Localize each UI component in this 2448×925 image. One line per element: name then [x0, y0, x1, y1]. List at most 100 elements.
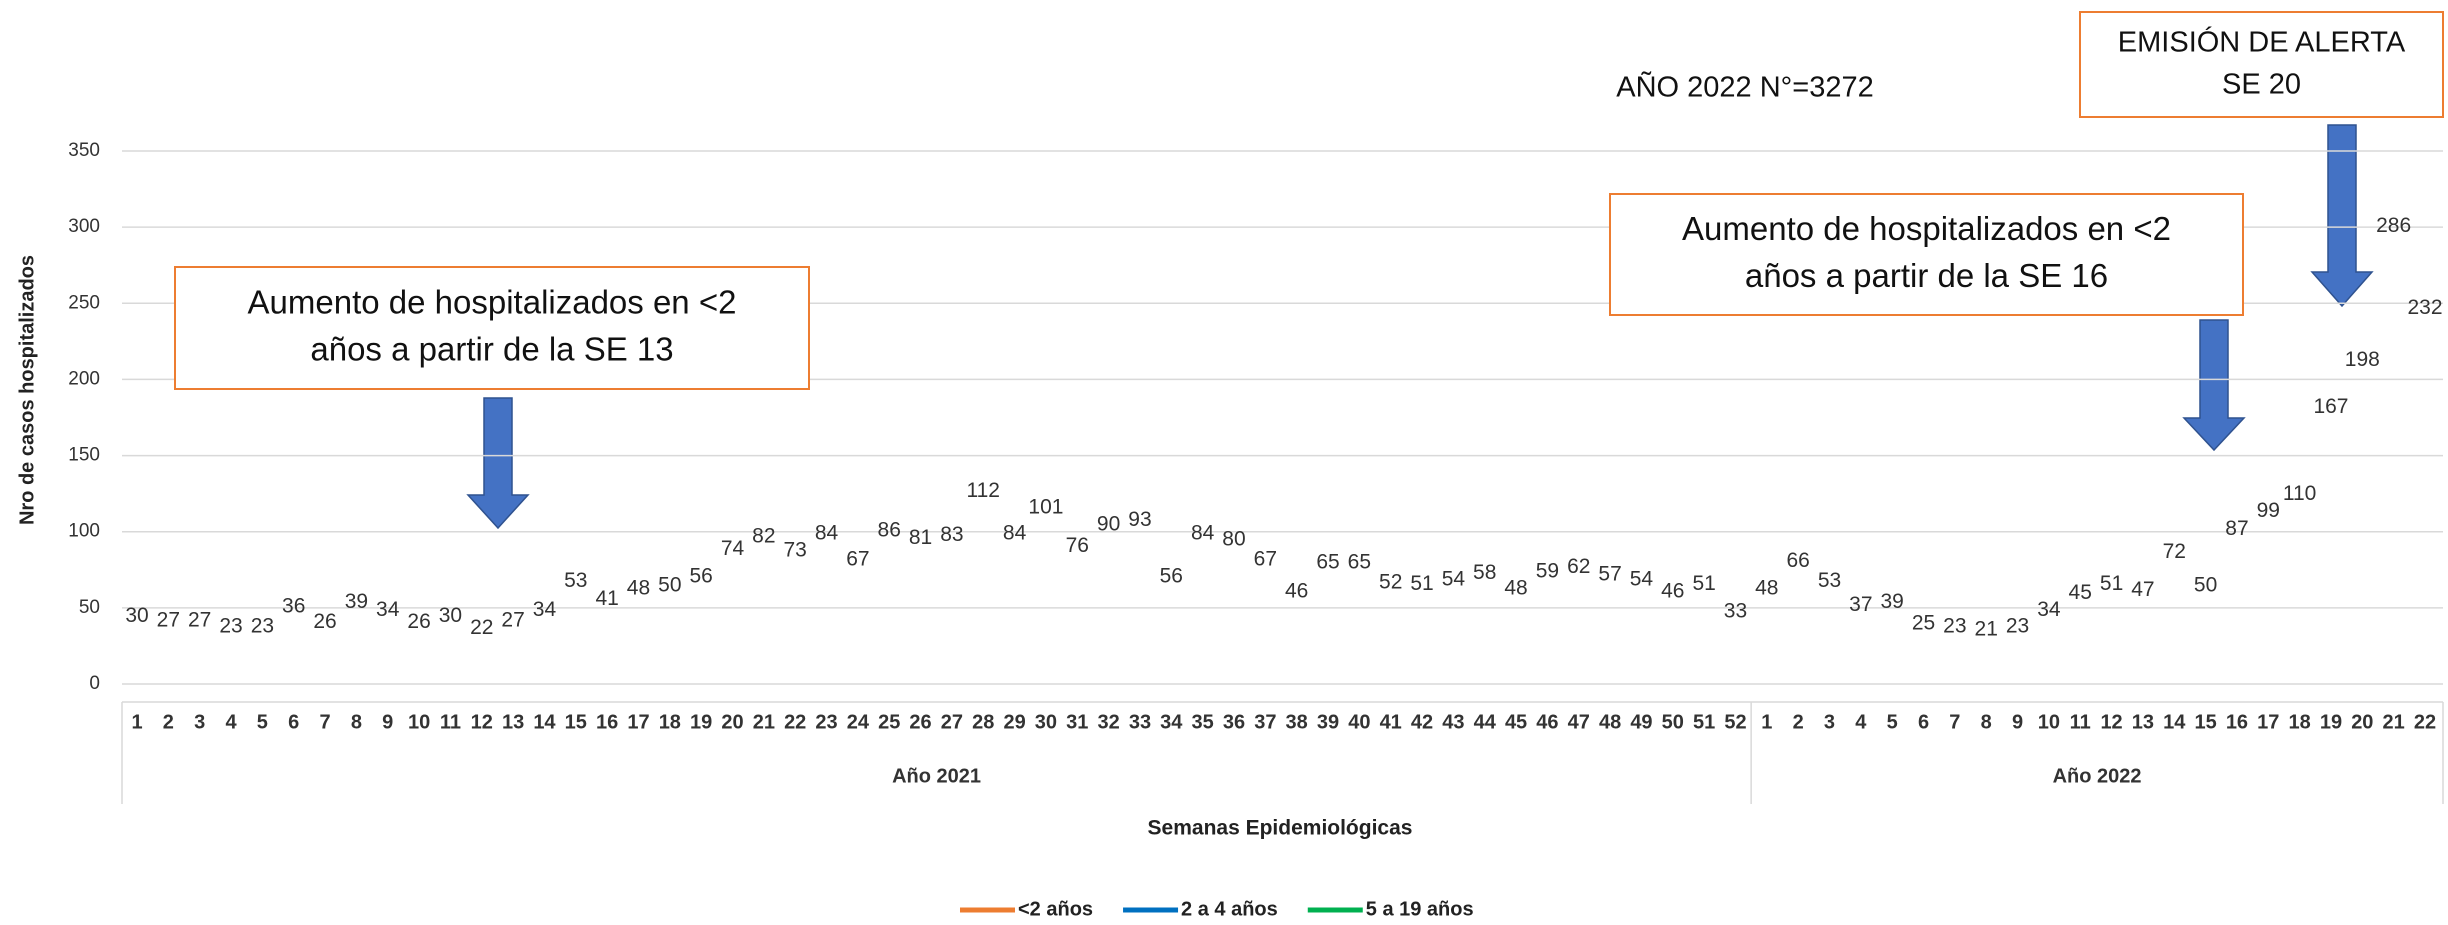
x-tick-label: 3: [194, 711, 205, 733]
data-label: 90: [1097, 512, 1120, 535]
x-tick-label: 13: [502, 711, 524, 733]
y-tick-label: 350: [68, 140, 100, 161]
annotation-box: [1609, 193, 2244, 316]
x-tick-label: 34: [1160, 711, 1183, 733]
data-label: 73: [784, 538, 807, 561]
x-tick-label: 50: [1662, 711, 1684, 733]
x-tick-label: 5: [1887, 711, 1898, 733]
x-tick-label: 12: [2100, 711, 2122, 733]
data-label: 50: [658, 573, 681, 596]
data-label: 86: [878, 519, 901, 542]
legend-label: <2 años: [1018, 898, 1093, 920]
x-tick-label: 26: [909, 711, 931, 733]
data-label: 65: [1316, 551, 1339, 574]
data-label: 27: [501, 608, 524, 631]
x-tick-label: 37: [1254, 711, 1276, 733]
x-tick-label: 32: [1097, 711, 1119, 733]
x-tick-label: 43: [1442, 711, 1464, 733]
x-tick-label: 13: [2132, 711, 2154, 733]
x-tick-label: 5: [257, 711, 268, 733]
x-tick-label: 42: [1411, 711, 1433, 733]
y-tick-label: 200: [68, 368, 100, 389]
data-label: 33: [1724, 599, 1747, 622]
note: AÑO 2022 N°=3272: [1616, 70, 1873, 104]
x-tick-label: 20: [2351, 711, 2373, 733]
x-tick-label: 28: [972, 711, 994, 733]
y-tick-label: 0: [89, 673, 100, 694]
data-label: 48: [1755, 576, 1778, 599]
data-label: 58: [1473, 561, 1496, 584]
data-label: 52: [1379, 570, 1402, 593]
x-tick-label: 18: [659, 711, 681, 733]
data-label: 50: [2194, 573, 2217, 596]
data-label: 56: [1160, 564, 1183, 587]
data-label: 45: [2069, 581, 2092, 604]
data-label: 34: [376, 598, 400, 621]
annotation-box: [2079, 11, 2444, 118]
x-tick-label: 31: [1066, 711, 1088, 733]
data-label: 37: [1849, 593, 1872, 616]
data-label: 25: [1912, 611, 1935, 634]
x-tick-label: 9: [382, 711, 393, 733]
data-label: 26: [313, 610, 336, 633]
data-label: 101: [1028, 496, 1063, 519]
x-tick-label: 22: [784, 711, 806, 733]
data-label: 34: [2037, 598, 2061, 621]
data-label: 62: [1567, 555, 1590, 578]
data-label: 46: [1285, 579, 1308, 602]
data-label: 51: [1410, 572, 1433, 595]
data-label: 27: [188, 608, 211, 631]
data-label: 65: [1348, 551, 1371, 574]
x-tick-label: 40: [1348, 711, 1370, 733]
data-label: 81: [909, 526, 932, 549]
arrow: [2182, 319, 2246, 452]
x-tick-label: 23: [815, 711, 837, 733]
data-label: 67: [1254, 548, 1277, 571]
data-label: 51: [2100, 572, 2123, 595]
x-tick-label: 4: [225, 711, 237, 733]
x-tick-label: 45: [1505, 711, 1527, 733]
x-group-label: Año 2021: [892, 765, 981, 787]
x-axis-label: Semanas Epidemiológicas: [1148, 817, 1413, 840]
x-tick-label: 18: [2289, 711, 2311, 733]
data-label: 82: [752, 525, 775, 548]
x-tick-label: 19: [690, 711, 712, 733]
y-tick-label: 50: [79, 597, 100, 618]
data-label: 57: [1598, 563, 1621, 586]
x-tick-label: 17: [2257, 711, 2279, 733]
data-label: 87: [2225, 517, 2248, 540]
x-tick-label: 35: [1192, 711, 1214, 733]
x-tick-label: 7: [319, 711, 330, 733]
data-label: 54: [1442, 567, 1466, 590]
x-tick-label: 38: [1286, 711, 1308, 733]
x-tick-label: 6: [1918, 711, 1929, 733]
data-label: 93: [1128, 508, 1151, 531]
data-label: 56: [689, 564, 712, 587]
data-label: 48: [1504, 576, 1527, 599]
x-tick-label: 17: [627, 711, 649, 733]
x-tick-label: 16: [2226, 711, 2248, 733]
y-tick-label: 150: [68, 445, 100, 466]
data-label: 59: [1536, 560, 1559, 583]
data-label: 36: [282, 595, 305, 618]
x-tick-label: 11: [440, 711, 461, 733]
data-label: 232: [2407, 296, 2442, 319]
x-tick-label: 44: [1474, 711, 1497, 733]
data-label: 39: [345, 590, 368, 613]
data-label: 39: [1880, 590, 1903, 613]
data-label: 54: [1630, 567, 1654, 590]
data-label: 23: [219, 615, 242, 638]
data-label: 27: [157, 608, 180, 631]
x-tick-label: 15: [565, 711, 587, 733]
x-tick-label: 20: [721, 711, 743, 733]
x-tick-label: 29: [1003, 711, 1025, 733]
x-tick-label: 49: [1630, 711, 1652, 733]
x-tick-label: 10: [408, 711, 430, 733]
y-tick-label: 300: [68, 216, 100, 237]
x-tick-label: 27: [941, 711, 963, 733]
data-label: 99: [2257, 499, 2280, 522]
data-label: 53: [564, 569, 587, 592]
data-label: 67: [846, 548, 869, 571]
x-tick-label: 9: [2012, 711, 2023, 733]
